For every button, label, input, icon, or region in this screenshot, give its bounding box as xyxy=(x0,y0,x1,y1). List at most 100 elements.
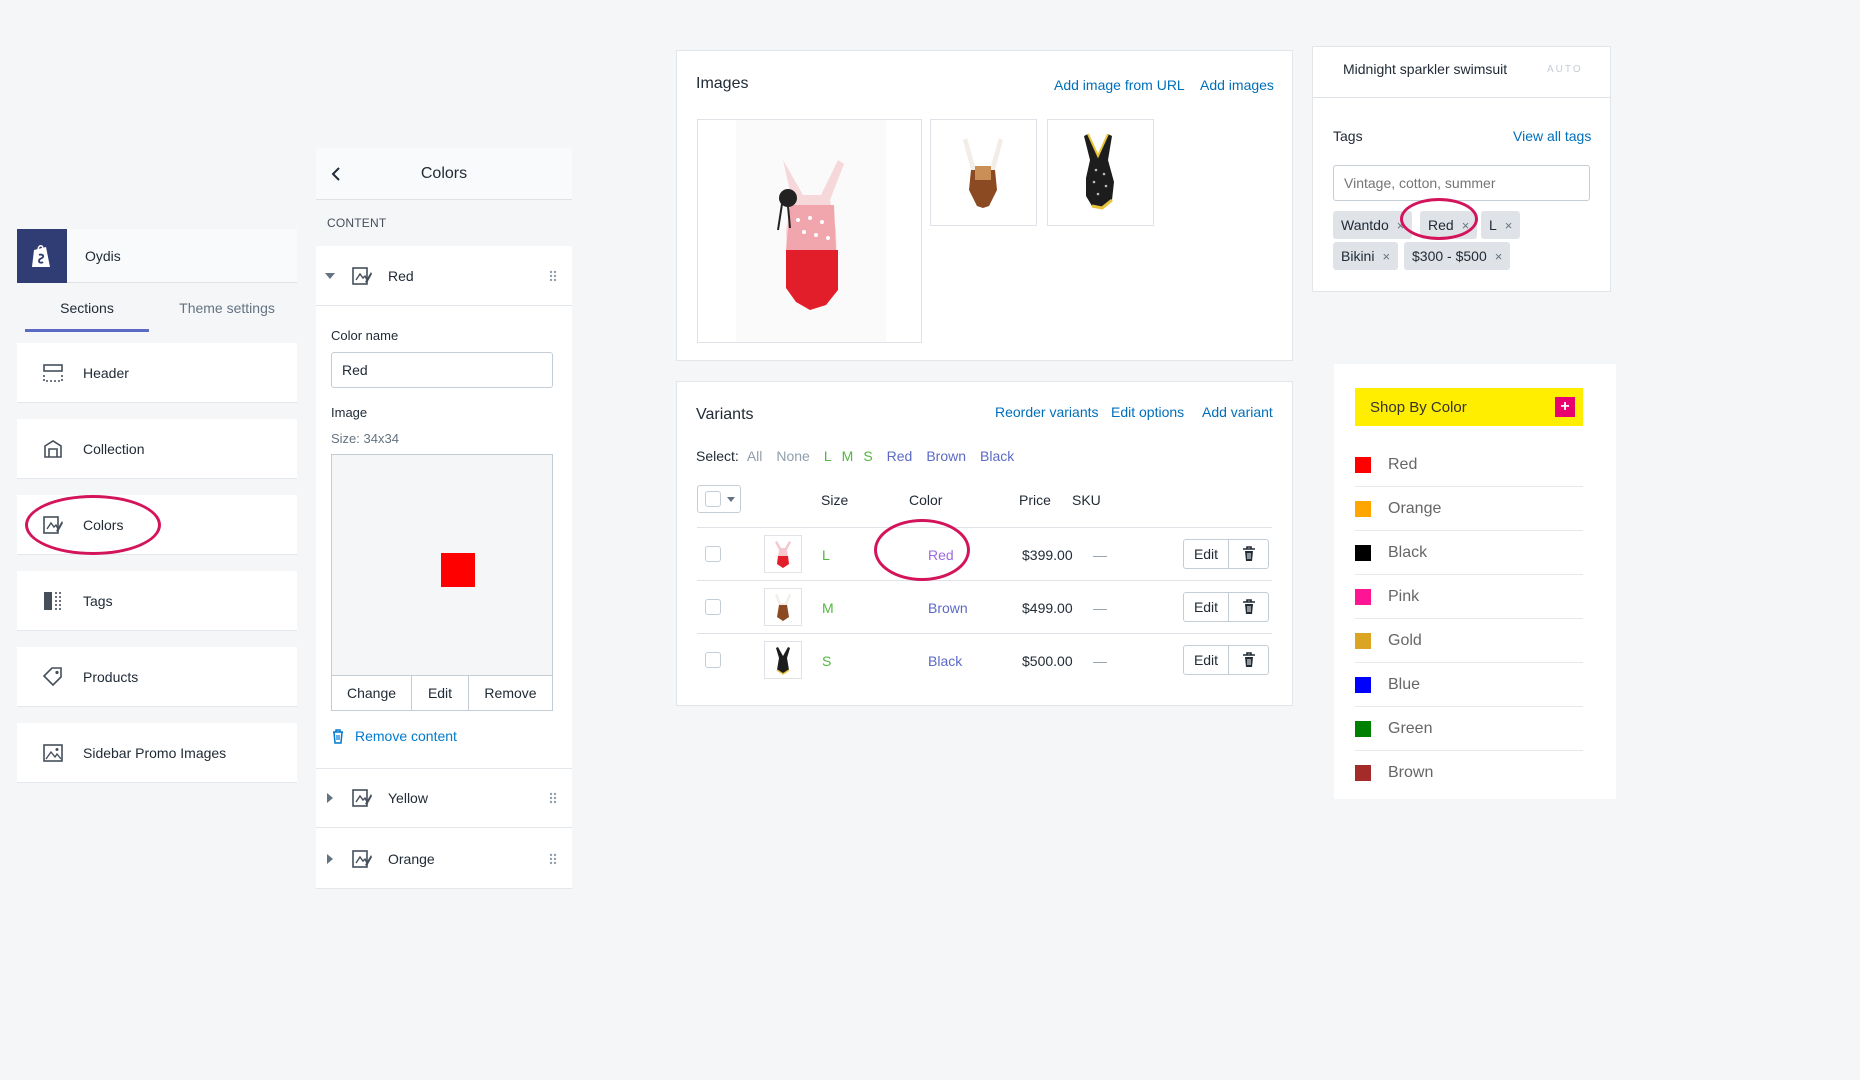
color-item-green[interactable]: Green xyxy=(1355,707,1583,751)
table-row: L Red $399.00 — Edit xyxy=(697,527,1272,580)
remove-content-label: Remove content xyxy=(355,728,457,744)
color-item-brown[interactable]: Brown xyxy=(1355,751,1583,795)
color-item-blue[interactable]: Blue xyxy=(1355,663,1583,707)
edit-image-button[interactable]: Edit xyxy=(412,676,469,710)
section-item-header[interactable]: Header xyxy=(17,343,297,403)
add-variant-link[interactable]: Add variant xyxy=(1202,404,1273,420)
section-label: Colors xyxy=(83,516,124,533)
drag-handle-icon[interactable] xyxy=(548,791,558,805)
block-row-red[interactable]: Red xyxy=(316,246,572,306)
shop-by-color-header[interactable]: Shop By Color + xyxy=(1355,388,1583,426)
image-icon xyxy=(43,743,63,762)
remove-tag-icon[interactable]: × xyxy=(1396,217,1405,233)
color-item-pink[interactable]: Pink xyxy=(1355,575,1583,619)
tag-chip: $300 - $500 × xyxy=(1404,242,1511,270)
select-filter: Select: All None L M S Red Brown Black xyxy=(696,448,1028,464)
content-label: CONTENT xyxy=(316,200,572,246)
tags-icon xyxy=(44,591,61,610)
remove-tag-icon[interactable]: × xyxy=(1461,217,1470,233)
section-item-sidebar-promo-images[interactable]: Sidebar Promo Images xyxy=(17,723,297,783)
select-size-s[interactable]: S xyxy=(863,448,873,464)
add-images-link[interactable]: Add images xyxy=(1200,77,1274,93)
tags-input[interactable] xyxy=(1333,165,1590,201)
row-actions: Edit xyxy=(1183,645,1269,675)
section-item-colors[interactable]: Colors xyxy=(17,495,297,555)
add-image-url-link[interactable]: Add image from URL xyxy=(1054,77,1185,93)
delete-variant-button[interactable] xyxy=(1229,540,1268,568)
tab-sections[interactable]: Sections xyxy=(17,284,157,332)
row-checkbox[interactable] xyxy=(705,652,721,668)
color-item-red[interactable]: Red xyxy=(1355,443,1583,487)
color-item-black[interactable]: Black xyxy=(1355,531,1583,575)
section-item-collection[interactable]: Collection xyxy=(17,419,297,479)
reorder-variants-link[interactable]: Reorder variants xyxy=(995,404,1099,420)
select-color-brown[interactable]: Brown xyxy=(926,448,967,464)
select-color-red[interactable]: Red xyxy=(886,448,913,464)
drag-handle-icon[interactable] xyxy=(548,269,558,283)
section-label: Header xyxy=(83,364,129,381)
variant-color[interactable]: Black xyxy=(928,653,963,669)
row-checkbox[interactable] xyxy=(705,599,721,615)
back-arrow-icon[interactable] xyxy=(324,162,348,186)
remove-tag-icon[interactable]: × xyxy=(1382,248,1391,264)
trash-icon xyxy=(333,729,343,744)
drag-handle-icon[interactable] xyxy=(548,852,558,866)
block-row-yellow[interactable]: Yellow xyxy=(316,768,572,828)
caret-down-icon[interactable] xyxy=(319,272,341,279)
delete-variant-button[interactable] xyxy=(1229,646,1268,674)
plus-icon[interactable]: + xyxy=(1555,397,1575,417)
caret-right-icon[interactable] xyxy=(319,853,341,864)
product-title: Midnight sparkler swimsuit xyxy=(1343,61,1508,77)
remove-tag-icon[interactable]: × xyxy=(1494,248,1503,264)
color-item-gold[interactable]: Gold xyxy=(1355,619,1583,663)
section-item-products[interactable]: Products xyxy=(17,647,297,707)
select-all[interactable]: All xyxy=(746,448,763,464)
edit-variant-button[interactable]: Edit xyxy=(1184,593,1229,621)
remove-tag-icon[interactable]: × xyxy=(1504,217,1513,233)
product-image-2[interactable] xyxy=(930,119,1037,226)
color-swatch xyxy=(1355,588,1371,605)
divider xyxy=(1313,97,1610,98)
swimsuit-pink-image xyxy=(736,120,886,342)
variant-color[interactable]: Red xyxy=(928,547,954,563)
select-size-m[interactable]: M xyxy=(841,448,854,464)
select-none[interactable]: None xyxy=(776,448,810,464)
edit-variant-button[interactable]: Edit xyxy=(1184,646,1229,674)
colors-icon xyxy=(352,266,372,285)
section-item-tags[interactable]: Tags xyxy=(17,571,297,631)
row-checkbox[interactable] xyxy=(705,546,721,562)
product-image-main[interactable] xyxy=(697,119,922,343)
shopify-logo-icon[interactable] xyxy=(17,228,67,283)
tab-theme-settings[interactable]: Theme settings xyxy=(179,300,275,316)
colors-panel-header: Colors xyxy=(316,148,572,200)
edit-variant-button[interactable]: Edit xyxy=(1184,540,1229,568)
color-name: Orange xyxy=(1388,499,1442,517)
remove-content-link[interactable]: Remove content xyxy=(331,728,457,744)
view-all-tags-link[interactable]: View all tags xyxy=(1513,128,1592,144)
bulk-select-dropdown[interactable] xyxy=(697,485,741,513)
select-size-l[interactable]: L xyxy=(823,448,832,464)
color-item-orange[interactable]: Orange xyxy=(1355,487,1583,531)
caret-right-icon[interactable] xyxy=(319,793,341,803)
variants-card: Variants Reorder variants Edit options A… xyxy=(676,381,1293,706)
color-name-input[interactable] xyxy=(331,352,553,388)
col-sku: SKU xyxy=(1072,492,1101,508)
trash-icon xyxy=(1242,546,1255,561)
block-row-orange[interactable]: Orange xyxy=(316,829,572,889)
select-label: Select: xyxy=(696,448,739,464)
color-name: Pink xyxy=(1388,587,1420,605)
delete-variant-button[interactable] xyxy=(1229,593,1268,621)
change-image-button[interactable]: Change xyxy=(332,676,412,710)
block-label: Orange xyxy=(388,850,435,867)
variant-color[interactable]: Brown xyxy=(928,600,968,616)
section-label: Collection xyxy=(83,440,145,457)
size-hint: Size: 34x34 xyxy=(331,431,399,446)
select-all-checkbox[interactable] xyxy=(705,491,721,507)
trash-icon xyxy=(1242,599,1255,614)
product-image-3[interactable] xyxy=(1047,119,1154,226)
color-swatch xyxy=(1355,720,1371,737)
variant-size: L xyxy=(822,547,830,563)
select-color-black[interactable]: Black xyxy=(980,448,1015,464)
edit-options-link[interactable]: Edit options xyxy=(1111,404,1185,420)
remove-image-button[interactable]: Remove xyxy=(469,676,552,710)
